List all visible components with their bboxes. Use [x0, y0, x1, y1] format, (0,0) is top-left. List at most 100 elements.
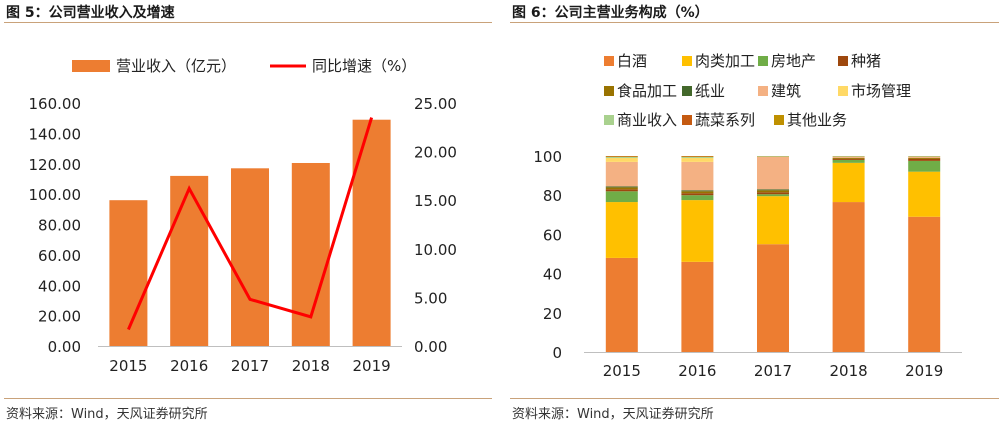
legend-swatch	[604, 115, 614, 125]
y-tick-label: 0	[552, 344, 562, 362]
stacked-bar-segment	[908, 171, 941, 217]
stacked-bar-segment	[681, 193, 714, 196]
x-tick-label: 2016	[170, 357, 208, 375]
y-left-tick-label: 0.00	[48, 338, 81, 356]
x-tick-label: 2017	[754, 362, 792, 380]
legend-label: 纸业	[695, 82, 725, 100]
stacked-bar-segment	[605, 156, 638, 157]
revenue-bar	[231, 168, 269, 346]
stacked-bar-segment	[605, 157, 638, 162]
title-divider	[4, 22, 492, 23]
stacked-bar-segment	[757, 189, 789, 191]
x-tick-label: 2016	[678, 362, 716, 380]
stacked-bar-segment	[757, 156, 789, 157]
stacked-bar-segment	[681, 161, 714, 191]
stacked-bar-segment	[605, 156, 638, 158]
y-left-tick-label: 120.00	[29, 156, 82, 174]
legend-label: 肉类加工	[695, 52, 755, 70]
stacked-bar-segment	[605, 189, 638, 192]
stacked-bar-segment	[832, 157, 865, 159]
stacked-bar-segment	[681, 190, 714, 192]
legend-label: 市场管理	[851, 82, 911, 100]
stacked-bar-segment	[757, 190, 789, 193]
stacked-bar-segment	[908, 216, 941, 352]
legend-label: 商业收入	[617, 111, 677, 129]
x-tick-label: 2018	[292, 357, 330, 375]
stacked-bar-segment	[681, 156, 714, 158]
x-tick-label: 2018	[830, 362, 868, 380]
legend-swatch	[604, 86, 614, 96]
stacked-bar-segment	[832, 158, 865, 160]
stacked-bar-segment	[908, 156, 941, 157]
y-right-tick-label: 10.00	[414, 241, 457, 259]
legend-label: 蔬菜系列	[695, 111, 755, 129]
x-tick-label: 2015	[603, 362, 641, 380]
stacked-bar-segment	[681, 261, 714, 352]
stacked-bar-segment	[605, 187, 638, 190]
stacked-bar-segment	[681, 157, 714, 162]
legend-label: 建筑	[771, 82, 801, 100]
legend-swatch	[758, 56, 768, 66]
y-tick-label: 60	[543, 226, 562, 244]
legend-label: 房地产	[771, 52, 816, 70]
y-tick-label: 100	[533, 148, 562, 166]
stacked-bar-segment	[757, 244, 789, 352]
y-left-tick-label: 20.00	[38, 308, 81, 326]
y-left-tick-label: 80.00	[38, 217, 81, 235]
stacked-bar-segment	[832, 156, 865, 158]
revenue-bar	[109, 200, 148, 346]
x-tick-label: 2019	[905, 362, 943, 380]
y-tick-label: 80	[543, 187, 562, 205]
revenue-bar	[291, 162, 330, 346]
y-left-tick-label: 140.00	[29, 125, 82, 143]
legend-label: 其他业务	[787, 111, 847, 129]
figure-5-source: 资料来源：Wind，天风证券研究所	[6, 407, 208, 422]
legend-swatch	[604, 56, 614, 66]
stacked-bar-segment	[605, 191, 638, 203]
legend-swatch	[682, 56, 692, 66]
y-left-tick-label: 60.00	[38, 247, 81, 265]
y-right-tick-label: 25.00	[414, 95, 457, 113]
stacked-bar-segment	[681, 156, 714, 157]
legend-swatch	[682, 115, 692, 125]
source-divider	[510, 398, 999, 399]
stacked-bar-segment	[605, 202, 638, 258]
stacked-bar-segment	[832, 162, 865, 203]
stacked-bar-segment	[908, 156, 941, 158]
title-divider	[510, 22, 999, 23]
stacked-bar-segment	[832, 156, 865, 157]
stacked-bar-segment	[605, 257, 638, 352]
stacked-bar-segment	[757, 196, 789, 245]
legend-label-growth: 同比增速（%）	[312, 57, 416, 75]
revenue-bar	[352, 119, 391, 346]
stacked-bar-segment	[757, 194, 789, 197]
legend-label: 种猪	[851, 52, 881, 70]
y-left-tick-label: 100.00	[29, 186, 82, 204]
y-right-tick-label: 15.00	[414, 192, 457, 210]
x-tick-label: 2017	[231, 357, 269, 375]
legend-swatch	[682, 86, 692, 96]
y-left-tick-label: 160.00	[29, 95, 82, 113]
figure-5-title: 图 5：公司营业收入及增速	[6, 5, 175, 21]
legend-swatch	[758, 86, 768, 96]
y-right-tick-label: 0.00	[414, 338, 447, 356]
stacked-bar-segment	[757, 192, 789, 195]
stacked-bar-segment	[605, 186, 638, 188]
stacked-bar-segment	[832, 159, 865, 163]
legend-swatch	[838, 56, 848, 66]
legend-swatch-revenue	[72, 60, 110, 72]
revenue-growth-chart: 营业收入（亿元） 同比增速（%） 0.00 20.00 40.00 60.00 80.00 1…	[29, 57, 457, 375]
revenue-bar	[170, 175, 209, 346]
y-tick-label: 40	[543, 266, 562, 284]
stacked-bar-segment	[908, 158, 941, 161]
legend-label-revenue: 营业收入（亿元）	[116, 57, 236, 75]
y-left-tick-label: 40.00	[38, 277, 81, 295]
stacked-bar-segment	[832, 202, 865, 352]
source-divider	[4, 398, 492, 399]
figure-6-title: 图 6：公司主营业务构成（%）	[512, 5, 709, 21]
legend-swatch	[774, 115, 784, 125]
stacked-bar-segment	[681, 200, 714, 262]
stacked-bar-segment	[681, 195, 714, 201]
figure-5-panel: 图 5：公司营业收入及增速 营业收入（亿元） 同比增速（%） 0.00 20.00 40…	[0, 0, 496, 426]
